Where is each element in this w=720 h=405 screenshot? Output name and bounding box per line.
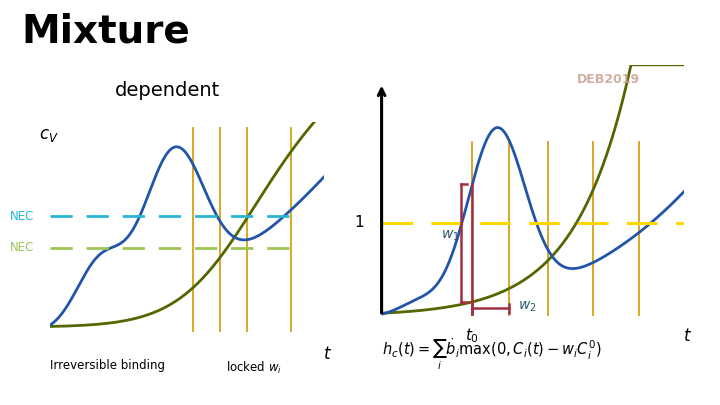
- Text: $w_1$: $w_1$: [441, 228, 459, 243]
- Text: $h_c(t) = \sum_i \dot{b}_i \max(0, C_i(t) - w_i C_i^0)$: $h_c(t) = \sum_i \dot{b}_i \max(0, C_i(t…: [382, 336, 601, 372]
- Text: Irreversible binding: Irreversible binding: [50, 360, 166, 373]
- Text: NEC: NEC: [9, 210, 34, 223]
- Text: $w_2$: $w_2$: [518, 299, 536, 313]
- Text: Mixture: Mixture: [22, 12, 190, 50]
- Text: t: t: [323, 345, 330, 363]
- Text: NEC: NEC: [9, 241, 34, 254]
- Text: locked $w_i$: locked $w_i$: [225, 360, 282, 375]
- Text: DEB2019: DEB2019: [577, 73, 640, 86]
- Text: $c_V$: $c_V$: [40, 126, 59, 144]
- Text: 1: 1: [354, 215, 364, 230]
- Text: t: t: [684, 327, 690, 345]
- Text: $t_0$: $t_0$: [465, 327, 480, 345]
- Text: dependent: dependent: [115, 81, 220, 100]
